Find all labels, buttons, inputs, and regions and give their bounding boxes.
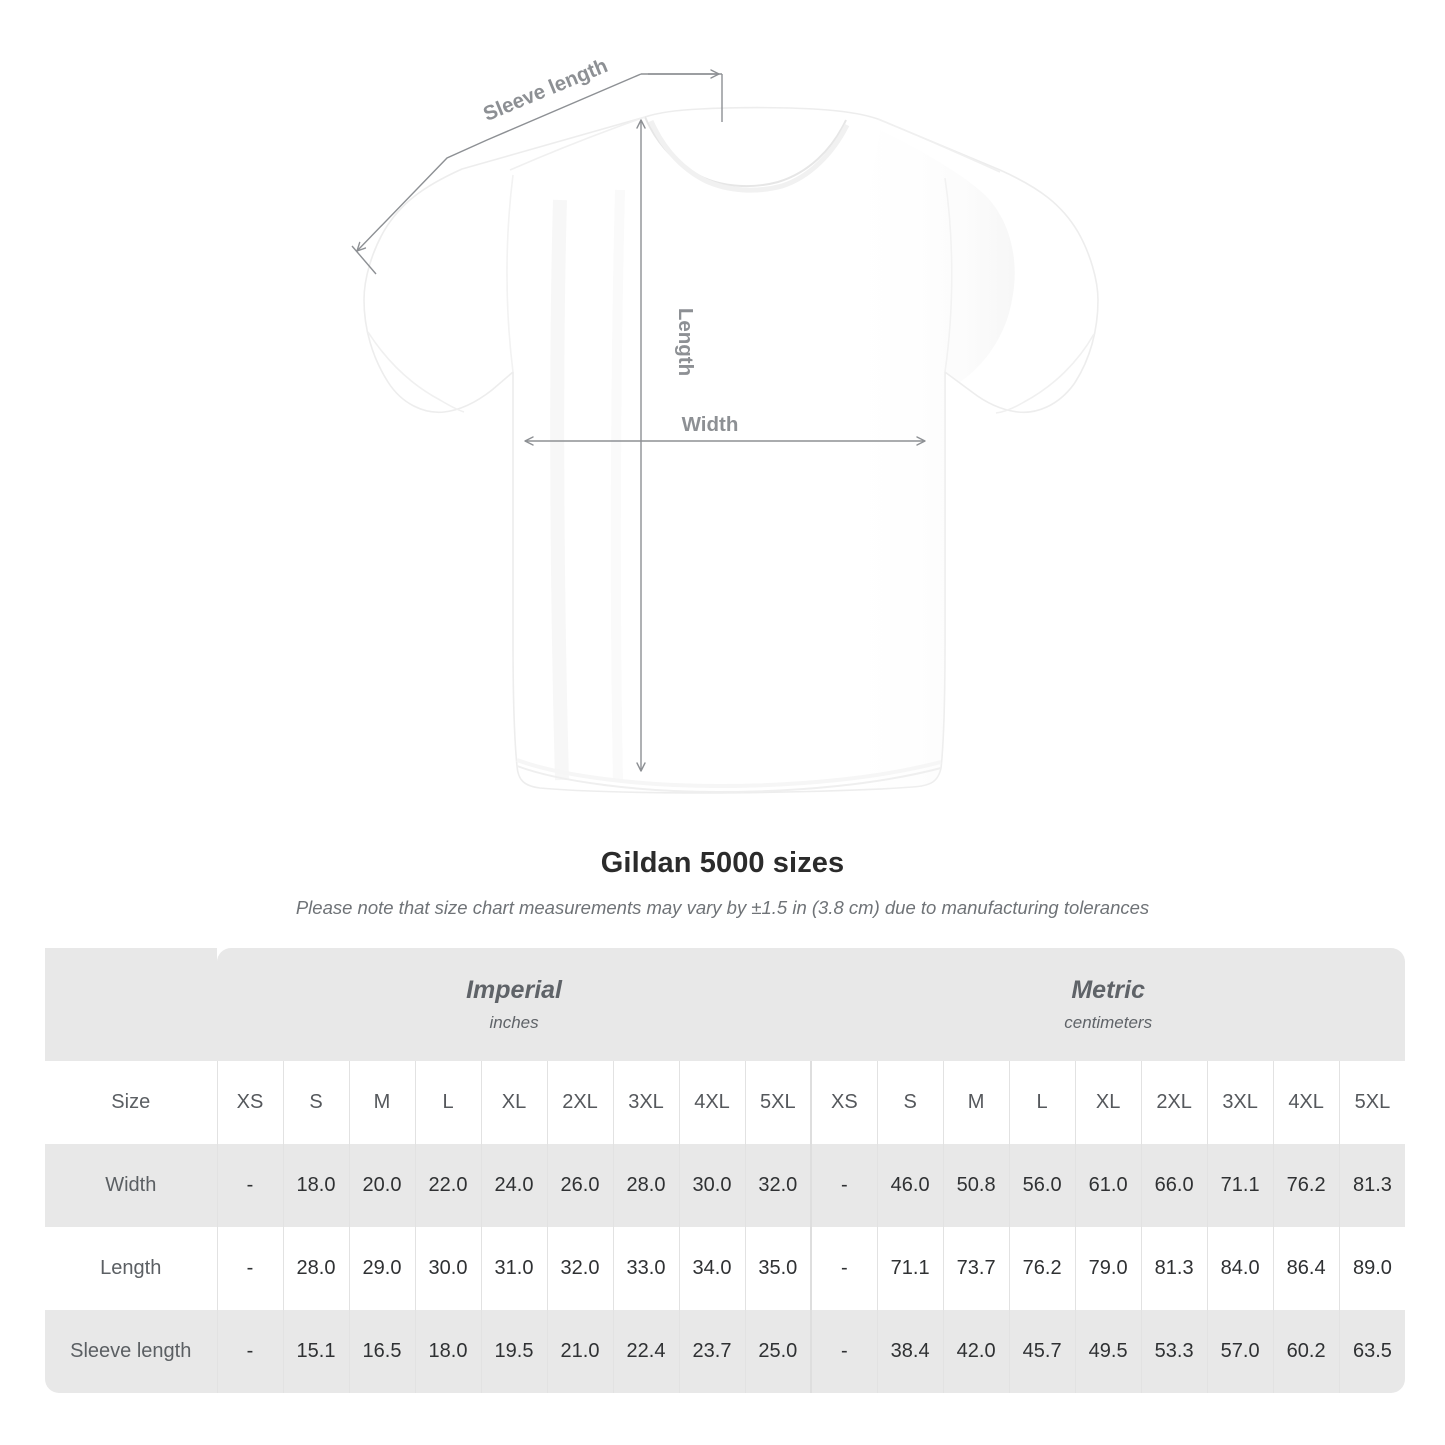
cell-length-imperial-2xl: 32.0 [546,1227,613,1310]
cell-width-metric-4xl: 76.2 [1272,1144,1340,1227]
cell-sleeve-metric-xl: 49.5 [1074,1310,1142,1393]
cell-sleeve-metric-m: 42.0 [942,1310,1010,1393]
cell-length-imperial-l: 30.0 [414,1227,481,1310]
size-header-metric-4xl: 4XL [1272,1061,1340,1144]
cell-length-metric-s: 71.1 [876,1227,944,1310]
cell-sleeve-metric-l: 45.7 [1008,1310,1076,1393]
page-subtitle: Please note that size chart measurements… [295,897,1150,919]
imperial-banner: Imperial inches [217,948,812,1061]
cell-length-metric-l: 76.2 [1008,1227,1076,1310]
cell-length-metric-m: 73.7 [942,1227,1010,1310]
tshirt-diagram-svg: Sleeve length Length Width [351,54,1099,794]
cell-length-imperial-xl: 31.0 [480,1227,547,1310]
width-annotation: Width [524,413,926,446]
size-header-imperial-4xl: 4XL [678,1061,745,1144]
page-title: Gildan 5000 sizes [600,847,845,879]
cell-sleeve-metric-5xl: 63.5 [1338,1310,1406,1393]
size-header-metric-5xl: 5XL [1338,1061,1406,1144]
cell-width-imperial-s: 18.0 [282,1144,349,1227]
metric-unit-sub: centimeters [1064,1013,1153,1033]
cell-width-imperial-m: 20.0 [348,1144,415,1227]
cell-length-imperial-4xl: 34.0 [678,1227,745,1310]
cell-sleeve-metric-3xl: 57.0 [1206,1310,1274,1393]
table-row: Width - 18.0 20.0 22.0 24.0 26.0 28.0 30… [45,1144,1406,1227]
cell-sleeve-imperial-2xl: 21.0 [546,1310,613,1393]
cell-width-imperial-l: 22.0 [414,1144,481,1227]
row-label-width: Width [45,1144,217,1227]
size-header-imperial-l: L [414,1061,481,1144]
size-header-metric-m: M [942,1061,1010,1144]
cell-sleeve-imperial-5xl: 25.0 [744,1310,812,1393]
cell-width-imperial-5xl: 32.0 [744,1144,812,1227]
size-header-metric-xs: XS [810,1061,878,1144]
cell-sleeve-metric-2xl: 53.3 [1140,1310,1208,1393]
cell-sleeve-metric-4xl: 60.2 [1272,1310,1340,1393]
cell-width-imperial-3xl: 28.0 [612,1144,679,1227]
cell-width-metric-xs: - [810,1144,878,1227]
cell-sleeve-imperial-3xl: 22.4 [612,1310,679,1393]
size-header-imperial-3xl: 3XL [612,1061,679,1144]
size-header-metric-2xl: 2XL [1140,1061,1208,1144]
width-label: Width [682,413,739,436]
cell-sleeve-imperial-l: 18.0 [414,1310,481,1393]
tshirt-silhouette [363,106,1099,794]
size-header-imperial-m: M [348,1061,415,1144]
cell-width-metric-5xl: 81.3 [1338,1144,1406,1227]
cell-length-imperial-s: 28.0 [282,1227,349,1310]
size-header-imperial-2xl: 2XL [546,1061,613,1144]
cell-length-metric-xl: 79.0 [1074,1227,1142,1310]
heading-block: Gildan 5000 sizes Please note that size … [0,845,1445,920]
cell-length-metric-2xl: 81.3 [1140,1227,1208,1310]
size-chart-table: Imperial inches Metric centimeters Size … [45,948,1406,1393]
cell-sleeve-metric-xs: - [810,1310,878,1393]
size-header-imperial-s: S [282,1061,349,1144]
cell-width-metric-3xl: 71.1 [1206,1144,1274,1227]
cell-sleeve-imperial-s: 15.1 [282,1310,349,1393]
cell-width-metric-m: 50.8 [942,1144,1010,1227]
size-header-imperial-5xl: 5XL [744,1061,812,1144]
size-header-imperial-xs: XS [216,1061,283,1144]
cell-length-metric-4xl: 86.4 [1272,1227,1340,1310]
table-row: Length - 28.0 29.0 30.0 31.0 32.0 33.0 3… [45,1227,1406,1310]
unit-banner-row: Imperial inches Metric centimeters [45,948,1406,1061]
cell-sleeve-metric-s: 38.4 [876,1310,944,1393]
metric-banner: Metric centimeters [811,948,1406,1061]
cell-width-imperial-4xl: 30.0 [678,1144,745,1227]
cell-width-imperial-xl: 24.0 [480,1144,547,1227]
imperial-unit-sub: inches [489,1013,539,1033]
cell-width-metric-2xl: 66.0 [1140,1144,1208,1227]
size-header-metric-l: L [1008,1061,1076,1144]
cell-width-metric-xl: 61.0 [1074,1144,1142,1227]
cell-sleeve-imperial-xs: - [216,1310,283,1393]
cell-length-imperial-xs: - [216,1227,283,1310]
cell-width-imperial-xs: - [216,1144,283,1227]
cell-width-metric-s: 46.0 [876,1144,944,1227]
cell-length-metric-5xl: 89.0 [1338,1227,1406,1310]
imperial-unit-name: Imperial [466,976,562,1005]
table-row: Sleeve length - 15.1 16.5 18.0 19.5 21.0… [45,1310,1406,1393]
cell-sleeve-imperial-4xl: 23.7 [678,1310,745,1393]
tshirt-diagram: Sleeve length Length Width [351,54,1099,794]
metric-unit-name: Metric [1071,976,1145,1005]
cell-width-imperial-2xl: 26.0 [546,1144,613,1227]
cell-width-metric-l: 56.0 [1008,1144,1076,1227]
cell-length-imperial-5xl: 35.0 [744,1227,812,1310]
cell-length-imperial-3xl: 33.0 [612,1227,679,1310]
cell-length-metric-3xl: 84.0 [1206,1227,1274,1310]
row-label-sleeve-length: Sleeve length [45,1310,217,1393]
size-row-label: Size [45,1061,217,1144]
size-header-imperial-xl: XL [480,1061,547,1144]
row-label-length: Length [45,1227,217,1310]
cell-sleeve-imperial-m: 16.5 [348,1310,415,1393]
size-header-metric-3xl: 3XL [1206,1061,1274,1144]
length-label: Length [674,308,697,376]
cell-length-imperial-m: 29.0 [348,1227,415,1310]
size-header-metric-s: S [876,1061,944,1144]
size-header-row: Size XS S M L XL 2XL 3XL 4XL 5XL XS S M … [45,1061,1406,1144]
banner-spacer [45,948,217,1061]
cell-length-metric-xs: - [810,1227,878,1310]
cell-sleeve-imperial-xl: 19.5 [480,1310,547,1393]
size-header-metric-xl: XL [1074,1061,1142,1144]
